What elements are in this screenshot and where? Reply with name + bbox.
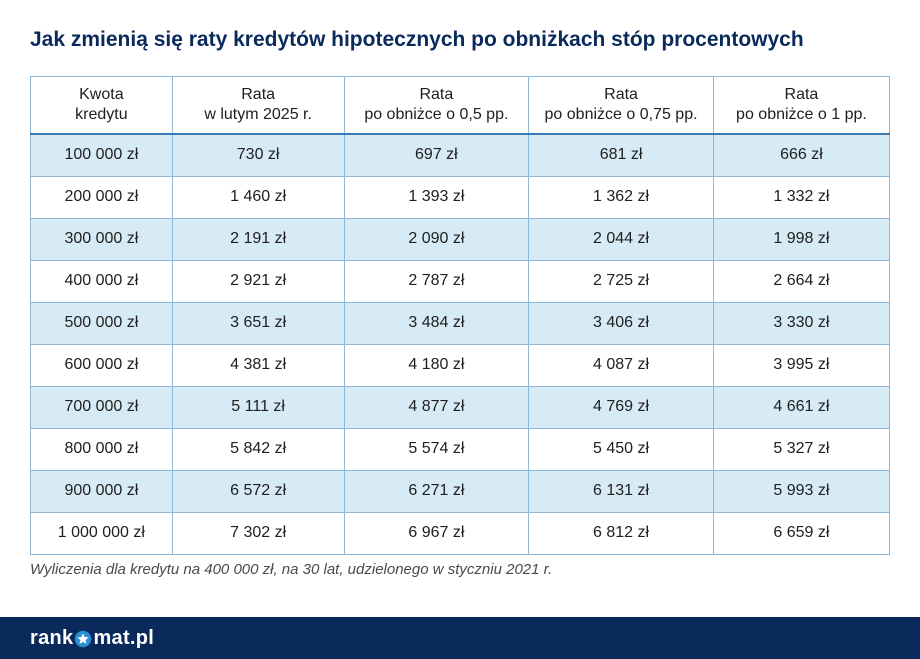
table-cell: 681 zł bbox=[529, 134, 714, 176]
brand-logo: rank mat.pl bbox=[30, 627, 154, 650]
table-row: 900 000 zł6 572 zł6 271 zł6 131 zł5 993 … bbox=[31, 470, 890, 512]
table-cell: 2 191 zł bbox=[172, 218, 344, 260]
table-cell: 6 659 zł bbox=[713, 512, 889, 554]
table-cell: 700 000 zł bbox=[31, 386, 173, 428]
table-cell: 6 812 zł bbox=[529, 512, 714, 554]
table-cell: 6 572 zł bbox=[172, 470, 344, 512]
column-header: Ratapo obniżce o 0,75 pp. bbox=[529, 77, 714, 135]
table-cell: 5 574 zł bbox=[344, 428, 529, 470]
table-cell: 4 381 zł bbox=[172, 344, 344, 386]
table-cell: 1 332 zł bbox=[713, 176, 889, 218]
table-cell: 730 zł bbox=[172, 134, 344, 176]
table-cell: 900 000 zł bbox=[31, 470, 173, 512]
table-cell: 2 044 zł bbox=[529, 218, 714, 260]
table-cell: 5 993 zł bbox=[713, 470, 889, 512]
footnote: Wyliczenia dla kredytu na 400 000 zł, na… bbox=[30, 561, 890, 578]
table-cell: 5 842 zł bbox=[172, 428, 344, 470]
table-row: 500 000 zł3 651 zł3 484 zł3 406 zł3 330 … bbox=[31, 302, 890, 344]
table-cell: 2 725 zł bbox=[529, 260, 714, 302]
table-cell: 4 180 zł bbox=[344, 344, 529, 386]
content-container: Jak zmienią się raty kredytów hipoteczny… bbox=[0, 0, 920, 617]
header-row: KwotakredytuRataw lutym 2025 r.Ratapo ob… bbox=[31, 77, 890, 135]
table-cell: 5 450 zł bbox=[529, 428, 714, 470]
table-cell: 6 131 zł bbox=[529, 470, 714, 512]
column-header: Rataw lutym 2025 r. bbox=[172, 77, 344, 135]
table-body: 100 000 zł730 zł697 zł681 zł666 zł200 00… bbox=[31, 134, 890, 554]
table-cell: 2 090 zł bbox=[344, 218, 529, 260]
table-row: 400 000 zł2 921 zł2 787 zł2 725 zł2 664 … bbox=[31, 260, 890, 302]
table-cell: 1 000 000 zł bbox=[31, 512, 173, 554]
table-cell: 2 664 zł bbox=[713, 260, 889, 302]
table-cell: 3 406 zł bbox=[529, 302, 714, 344]
table-cell: 1 460 zł bbox=[172, 176, 344, 218]
table-cell: 300 000 zł bbox=[31, 218, 173, 260]
brand-text-left: rank bbox=[30, 627, 73, 650]
column-header: Ratapo obniżce o 0,5 pp. bbox=[344, 77, 529, 135]
table-cell: 4 769 zł bbox=[529, 386, 714, 428]
table-cell: 6 967 zł bbox=[344, 512, 529, 554]
table-cell: 4 877 zł bbox=[344, 386, 529, 428]
table-cell: 5 111 zł bbox=[172, 386, 344, 428]
table-cell: 666 zł bbox=[713, 134, 889, 176]
table-cell: 800 000 zł bbox=[31, 428, 173, 470]
column-header: Ratapo obniżce o 1 pp. bbox=[713, 77, 889, 135]
footer-bar: rank mat.pl bbox=[0, 617, 920, 659]
column-header: Kwotakredytu bbox=[31, 77, 173, 135]
table-cell: 1 362 zł bbox=[529, 176, 714, 218]
table-cell: 100 000 zł bbox=[31, 134, 173, 176]
table-cell: 200 000 zł bbox=[31, 176, 173, 218]
table-cell: 1 393 zł bbox=[344, 176, 529, 218]
table-row: 600 000 zł4 381 zł4 180 zł4 087 zł3 995 … bbox=[31, 344, 890, 386]
table-row: 300 000 zł2 191 zł2 090 zł2 044 zł1 998 … bbox=[31, 218, 890, 260]
table-cell: 5 327 zł bbox=[713, 428, 889, 470]
table-row: 200 000 zł1 460 zł1 393 zł1 362 zł1 332 … bbox=[31, 176, 890, 218]
page-title: Jak zmienią się raty kredytów hipoteczny… bbox=[30, 28, 890, 52]
table-cell: 3 484 zł bbox=[344, 302, 529, 344]
table-cell: 500 000 zł bbox=[31, 302, 173, 344]
table-row: 700 000 zł5 111 zł4 877 zł4 769 zł4 661 … bbox=[31, 386, 890, 428]
table-cell: 6 271 zł bbox=[344, 470, 529, 512]
table-cell: 3 995 zł bbox=[713, 344, 889, 386]
table-cell: 697 zł bbox=[344, 134, 529, 176]
star-icon bbox=[74, 630, 92, 648]
table-row: 800 000 zł5 842 zł5 574 zł5 450 zł5 327 … bbox=[31, 428, 890, 470]
table-cell: 2 787 zł bbox=[344, 260, 529, 302]
table-cell: 4 087 zł bbox=[529, 344, 714, 386]
table-row: 100 000 zł730 zł697 zł681 zł666 zł bbox=[31, 134, 890, 176]
table-cell: 1 998 zł bbox=[713, 218, 889, 260]
table-cell: 7 302 zł bbox=[172, 512, 344, 554]
table-cell: 4 661 zł bbox=[713, 386, 889, 428]
table-cell: 600 000 zł bbox=[31, 344, 173, 386]
table-head: KwotakredytuRataw lutym 2025 r.Ratapo ob… bbox=[31, 77, 890, 135]
table-row: 1 000 000 zł7 302 zł6 967 zł6 812 zł6 65… bbox=[31, 512, 890, 554]
mortgage-table: KwotakredytuRataw lutym 2025 r.Ratapo ob… bbox=[30, 76, 890, 555]
table-cell: 2 921 zł bbox=[172, 260, 344, 302]
table-cell: 3 330 zł bbox=[713, 302, 889, 344]
brand-text-right: mat.pl bbox=[93, 627, 154, 650]
table-cell: 3 651 zł bbox=[172, 302, 344, 344]
table-cell: 400 000 zł bbox=[31, 260, 173, 302]
